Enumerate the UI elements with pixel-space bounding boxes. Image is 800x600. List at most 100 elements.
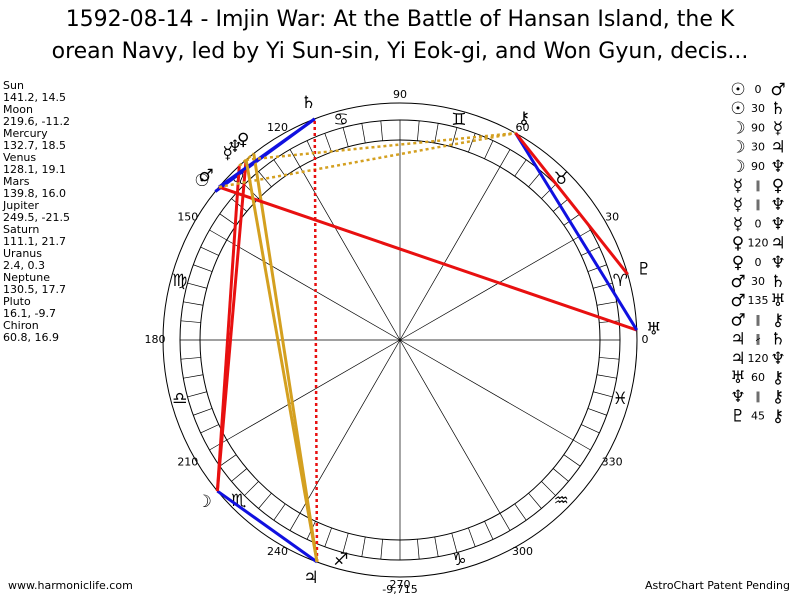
planet-name: Neptune (3, 271, 50, 284)
planet-glyph: ⚷ (518, 108, 530, 128)
zodiac-sign: ♋ (333, 110, 348, 130)
aspect-type: 90 (751, 121, 765, 134)
ring-tick (361, 123, 366, 144)
aspect-planet: ☽ (730, 118, 745, 138)
aspect-planet: ♀ (772, 176, 784, 196)
ring-tick (596, 374, 617, 379)
aspect-planet: ⚷ (772, 310, 784, 330)
zodiac-sign: ♊ (451, 110, 466, 130)
degree-label: 0 (642, 333, 649, 346)
aspect-planet: ♀ (732, 234, 744, 254)
planet-glyph: ♇ (636, 260, 651, 280)
aspect-type: 0 (755, 217, 762, 230)
ring-tick (342, 533, 349, 553)
ring-tick (380, 120, 383, 141)
planet-name: Pluto (3, 295, 31, 308)
ring-tick (273, 159, 286, 177)
degree-label: 240 (267, 545, 288, 558)
ring-tick (183, 301, 204, 306)
ring-tick (528, 492, 542, 509)
ring-tick (342, 127, 349, 147)
footer-left: www.harmoniclife.com (8, 579, 133, 592)
planet-glyph: ♅ (646, 319, 661, 339)
ring-tick (596, 301, 617, 306)
aspect-planet: ♃ (730, 349, 745, 369)
planet-glyph: ♂ (198, 166, 213, 186)
planet-coords: 130.5, 17.7 (3, 283, 66, 296)
spoke (399, 239, 574, 341)
aspect-planet: ♆ (730, 387, 745, 407)
degree-label: 180 (145, 333, 166, 346)
aspect-type: 0 (755, 256, 762, 269)
aspect-planet: ☽ (730, 138, 745, 158)
ring-tick (180, 320, 201, 323)
aspect-planet: ♆ (770, 349, 785, 369)
planet-name: Sun (3, 79, 24, 92)
aspect-planet: ⚷ (772, 406, 784, 426)
ring-tick (209, 439, 227, 451)
planet-coords: 132.7, 18.5 (3, 139, 66, 152)
ring-tick (361, 536, 366, 557)
aspect-line (216, 489, 318, 564)
degree-label: 270 (390, 578, 411, 591)
spoke (299, 339, 401, 514)
ring-tick (484, 521, 494, 540)
ring-tick (434, 123, 439, 144)
aspect-type: 60 (751, 371, 765, 384)
planet-name: Saturn (3, 223, 39, 236)
aspect-planet: ♆ (770, 157, 785, 177)
aspect-planet: ♄ (770, 99, 785, 119)
ring-tick (187, 282, 207, 289)
ring-tick (273, 503, 286, 521)
spoke (299, 166, 401, 341)
aspect-planet: ⚷ (772, 387, 784, 407)
ring-tick (563, 454, 581, 467)
planet-glyph: ♀ (237, 130, 249, 150)
ring-tick (258, 492, 272, 509)
spoke (399, 166, 501, 341)
ring-tick (514, 503, 527, 521)
planet-glyph: ☿ (223, 143, 233, 163)
degree-label: 30 (605, 211, 619, 224)
ring-tick (231, 198, 248, 212)
ring-tick (306, 140, 316, 159)
ring-tick (434, 536, 439, 557)
planet-name: Jupiter (2, 199, 39, 212)
aspect-planet: ♃ (770, 234, 785, 254)
ring-tick (484, 140, 494, 159)
aspect-planet: ☿ (733, 176, 743, 196)
aspect-planet: ☉ (730, 80, 745, 100)
planet-glyph: ♃ (303, 568, 318, 588)
degree-label: 120 (267, 121, 288, 134)
ring-tick (417, 539, 420, 560)
ring-tick (231, 468, 248, 482)
planet-coords: 141.2, 14.5 (3, 91, 66, 104)
planet-coords: 249.5, -21.5 (3, 211, 70, 224)
ring-tick (514, 159, 527, 177)
aspect-planet: ☉ (730, 99, 745, 119)
aspect-type: 30 (751, 275, 765, 288)
ring-tick (499, 513, 511, 531)
aspect-line (215, 159, 248, 492)
ring-tick (541, 481, 556, 496)
planet-coords: 16.1, -9.7 (3, 307, 56, 320)
aspect-planet: ♇ (730, 406, 745, 426)
ring-tick (193, 408, 213, 416)
footer-center: -9,715 (382, 583, 417, 596)
zodiac-sign: ♏ (231, 491, 246, 511)
planet-name: Uranus (3, 247, 42, 260)
aspect-line (218, 131, 516, 189)
aspect-type: ∥ (755, 313, 761, 326)
ring-tick (258, 171, 272, 188)
ring-tick (183, 374, 204, 379)
planet-coords: 2.4, 0.3 (3, 259, 45, 272)
ring-tick (499, 149, 511, 167)
degree-label: 90 (393, 88, 407, 101)
planet-glyph: ☽ (197, 492, 212, 512)
zodiac-sign: ♑ (451, 550, 466, 570)
aspect-type: 45 (751, 409, 765, 422)
planet-coords: 128.1, 19.1 (3, 163, 66, 176)
zodiac-sign: ♎ (172, 389, 187, 409)
aspect-planet: ♃ (770, 138, 785, 158)
